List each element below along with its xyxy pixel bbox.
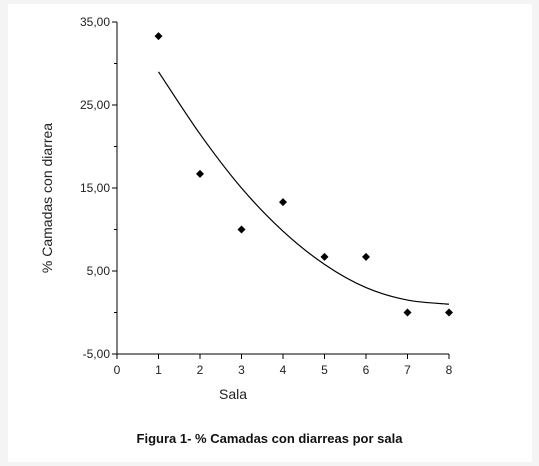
x-tick-label: 4 <box>280 363 287 377</box>
y-tick-label: 15,00 <box>80 181 110 195</box>
y-tick-label: 5,00 <box>87 264 111 278</box>
x-tick-label: 5 <box>321 363 328 377</box>
figure-caption: Figura 1- % Camadas con diarreas por sal… <box>136 431 403 446</box>
x-tick-label: 7 <box>404 363 411 377</box>
trend-line <box>158 71 450 305</box>
data-point <box>279 198 287 207</box>
data-point <box>320 252 329 261</box>
data-point <box>154 32 163 41</box>
x-tick-label: 1 <box>155 363 162 377</box>
chart-axes <box>112 21 450 359</box>
y-axis-title: % Camadas con diarrea <box>39 123 55 273</box>
y-tick-label: -5,00 <box>83 347 111 361</box>
document-sheet <box>8 4 532 462</box>
y-tick-label: 25,00 <box>80 98 110 112</box>
data-point <box>445 308 453 317</box>
data-point <box>362 252 370 261</box>
x-tick-label: 3 <box>238 363 245 377</box>
data-point <box>196 169 204 178</box>
y-tick-label: 35,00 <box>80 15 110 29</box>
data-points <box>154 32 453 317</box>
x-tick-label: 6 <box>363 363 370 377</box>
trend-line-group <box>158 71 450 305</box>
data-point <box>403 308 412 317</box>
x-tick-label: 8 <box>446 363 453 377</box>
axis-labels: -5,00 5,00 15,00 25,00 35,00 0 1 2 3 4 5 6 7 8 Sala % C… <box>39 15 453 402</box>
x-tick-label: 0 <box>114 363 121 377</box>
x-tick-label: 2 <box>197 363 204 377</box>
data-point <box>237 225 246 234</box>
x-axis-title: Sala <box>219 386 247 402</box>
